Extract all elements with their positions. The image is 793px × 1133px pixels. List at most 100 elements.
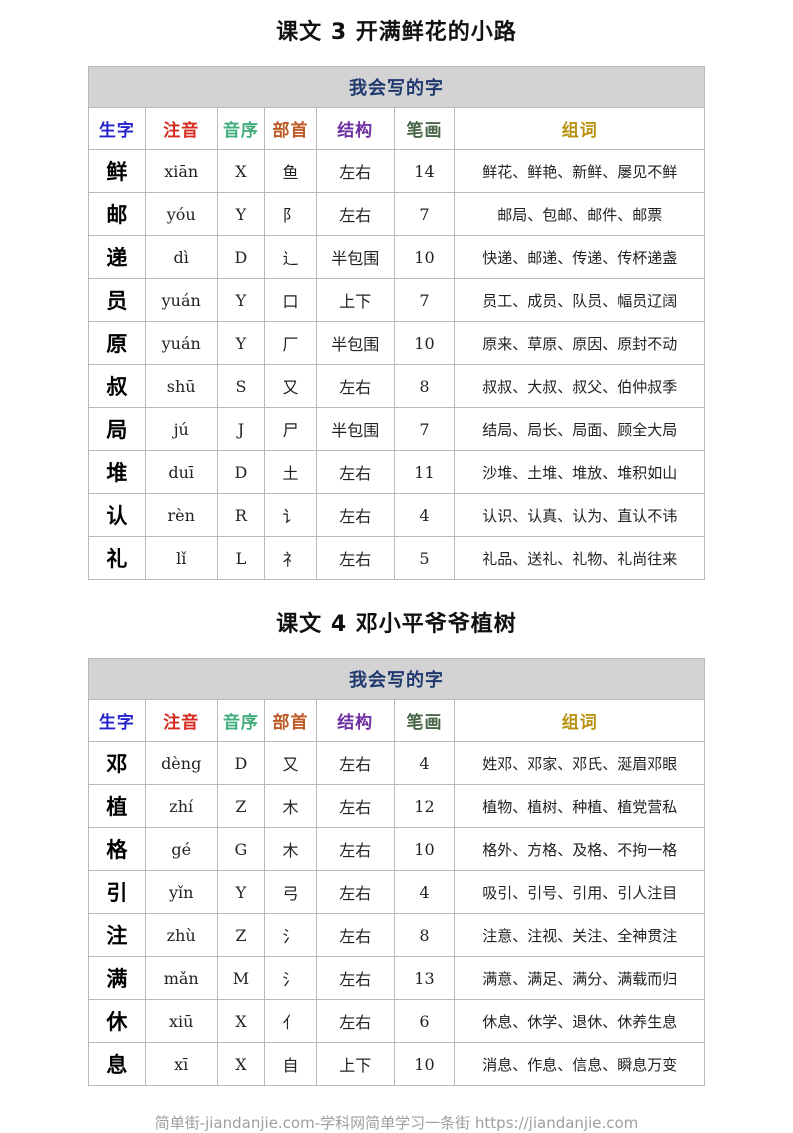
strokes-cell: 10: [393, 827, 456, 871]
lesson-title: 课文 3 开满鲜花的小路: [276, 20, 517, 45]
characters-table: 我会写的字 生字 注音 音序 部首 结构 笔画 组词 邓 dèng D 又左右 4 姓邓、邓家、邓氏、…: [88, 658, 705, 1086]
strokes-cell: 6: [393, 999, 456, 1043]
radical-cell: 辶: [264, 235, 317, 279]
words-cell: 格外、方格、及格、不拘一格: [454, 827, 705, 871]
radical-cell: 氵: [264, 913, 317, 957]
char-cell: 息: [88, 1042, 146, 1086]
char-cell: 邓: [88, 741, 146, 785]
alpha-order-cell: X: [216, 1042, 266, 1086]
pinyin-cell: yóu: [144, 192, 218, 236]
alpha-order-cell: Y: [216, 192, 266, 236]
column-header: 生字: [88, 107, 146, 150]
structure-cell: 左右: [315, 493, 395, 537]
column-header: 注音: [144, 107, 218, 150]
alpha-order-cell: Y: [216, 278, 266, 322]
words-cell: 沙堆、土堆、堆放、堆积如山: [454, 450, 705, 494]
words-cell: 结局、局长、局面、顾全大局: [454, 407, 705, 451]
table-title-row: 我会写的字: [88, 66, 705, 108]
alpha-order-cell: M: [216, 956, 266, 1000]
alpha-order-cell: Y: [216, 870, 266, 914]
alpha-order-cell: D: [216, 235, 266, 279]
alpha-order-cell: X: [216, 999, 266, 1043]
strokes-cell: 7: [393, 407, 456, 451]
strokes-cell: 13: [393, 956, 456, 1000]
structure-cell: 上下: [315, 278, 395, 322]
words-cell: 邮局、包邮、邮件、邮票: [454, 192, 705, 236]
words-cell: 礼品、送礼、礼物、礼尚往来: [454, 536, 705, 580]
char-cell: 休: [88, 999, 146, 1043]
radical-cell: 又: [264, 364, 317, 408]
column-header: 结构: [315, 107, 395, 150]
table-title: 我会写的字: [88, 66, 705, 108]
table-row: 员 yuán Y 口上下 7 员工、成员、队员、幅员辽阔: [88, 278, 705, 322]
structure-cell: 左右: [315, 364, 395, 408]
column-header: 结构: [315, 699, 395, 742]
char-cell: 植: [88, 784, 146, 828]
radical-cell: 又: [264, 741, 317, 785]
table-row: 叔 shū S 又左右 8 叔叔、大叔、叔父、伯仲叔季: [88, 364, 705, 408]
strokes-cell: 10: [393, 321, 456, 365]
char-cell: 鲜: [88, 149, 146, 193]
column-header: 生字: [88, 699, 146, 742]
alpha-order-cell: G: [216, 827, 266, 871]
structure-cell: 左右: [315, 956, 395, 1000]
lesson-sections: 课文 3 开满鲜花的小路 我会写的字 生字 注音 音序 部首 结构 笔画 组词 鲜 xiān X…: [0, 14, 793, 1086]
pinyin-cell: xī: [144, 1042, 218, 1086]
column-header: 笔画: [393, 107, 456, 150]
column-header: 注音: [144, 699, 218, 742]
pinyin-cell: dì: [144, 235, 218, 279]
char-cell: 认: [88, 493, 146, 537]
structure-cell: 左右: [315, 192, 395, 236]
radical-cell: 鱼: [264, 149, 317, 193]
structure-cell: 左右: [315, 999, 395, 1043]
alpha-order-cell: Z: [216, 784, 266, 828]
table-row: 休 xiū X 亻左右 6 休息、休学、退休、休养生息: [88, 999, 705, 1043]
structure-cell: 左右: [315, 827, 395, 871]
radical-cell: 口: [264, 278, 317, 322]
pinyin-cell: xiān: [144, 149, 218, 193]
structure-cell: 左右: [315, 784, 395, 828]
pinyin-cell: jú: [144, 407, 218, 451]
char-cell: 满: [88, 956, 146, 1000]
column-header: 笔画: [393, 699, 456, 742]
table-row: 堆 duī D 土左右 11 沙堆、土堆、堆放、堆积如山: [88, 450, 705, 494]
structure-cell: 左右: [315, 149, 395, 193]
structure-cell: 左右: [315, 450, 395, 494]
radical-cell: 亻: [264, 999, 317, 1043]
table-row: 礼 lǐ L 礻左右 5 礼品、送礼、礼物、礼尚往来: [88, 536, 705, 580]
column-header-row: 生字 注音 音序 部首 结构 笔画 组词: [88, 107, 705, 150]
alpha-order-cell: S: [216, 364, 266, 408]
alpha-order-cell: D: [216, 450, 266, 494]
words-cell: 鲜花、鲜艳、新鲜、屡见不鲜: [454, 149, 705, 193]
table-row: 引 yǐn Y 弓左右 4 吸引、引号、引用、引人注目: [88, 870, 705, 914]
radical-cell: 自: [264, 1042, 317, 1086]
radical-cell: 土: [264, 450, 317, 494]
table-row: 邓 dèng D 又左右 4 姓邓、邓家、邓氏、涎眉邓眼: [88, 741, 705, 785]
radical-cell: 木: [264, 784, 317, 828]
table-row: 递 dì D 辶半包围 10 快递、邮递、传递、传杯递盏: [88, 235, 705, 279]
pinyin-cell: yǐn: [144, 870, 218, 914]
alpha-order-cell: D: [216, 741, 266, 785]
words-cell: 原来、草原、原因、原封不动: [454, 321, 705, 365]
table-title: 我会写的字: [88, 658, 705, 700]
radical-cell: 弓: [264, 870, 317, 914]
words-cell: 认识、认真、认为、直认不讳: [454, 493, 705, 537]
table-title-row: 我会写的字: [88, 658, 705, 700]
strokes-cell: 4: [393, 741, 456, 785]
char-cell: 局: [88, 407, 146, 451]
char-cell: 格: [88, 827, 146, 871]
char-cell: 注: [88, 913, 146, 957]
table-row: 满 mǎn M 氵左右 13 满意、满足、满分、满载而归: [88, 956, 705, 1000]
column-header: 音序: [216, 699, 266, 742]
char-cell: 引: [88, 870, 146, 914]
structure-cell: 半包围: [315, 407, 395, 451]
lesson-section: 课文 3 开满鲜花的小路 我会写的字 生字 注音 音序 部首 结构 笔画 组词 鲜 xiān X…: [0, 14, 793, 580]
lesson-section: 课文 4 邓小平爷爷植树 我会写的字 生字 注音 音序 部首 结构 笔画 组词 邓 dèng D…: [0, 606, 793, 1086]
column-header: 组词: [454, 107, 705, 150]
table-row: 注 zhù Z 氵左右 8 注意、注视、关注、全神贯注: [88, 913, 705, 957]
strokes-cell: 8: [393, 913, 456, 957]
column-header: 部首: [264, 107, 317, 150]
pinyin-cell: yuán: [144, 278, 218, 322]
table-row: 邮 yóu Y 阝左右 7 邮局、包邮、邮件、邮票: [88, 192, 705, 236]
